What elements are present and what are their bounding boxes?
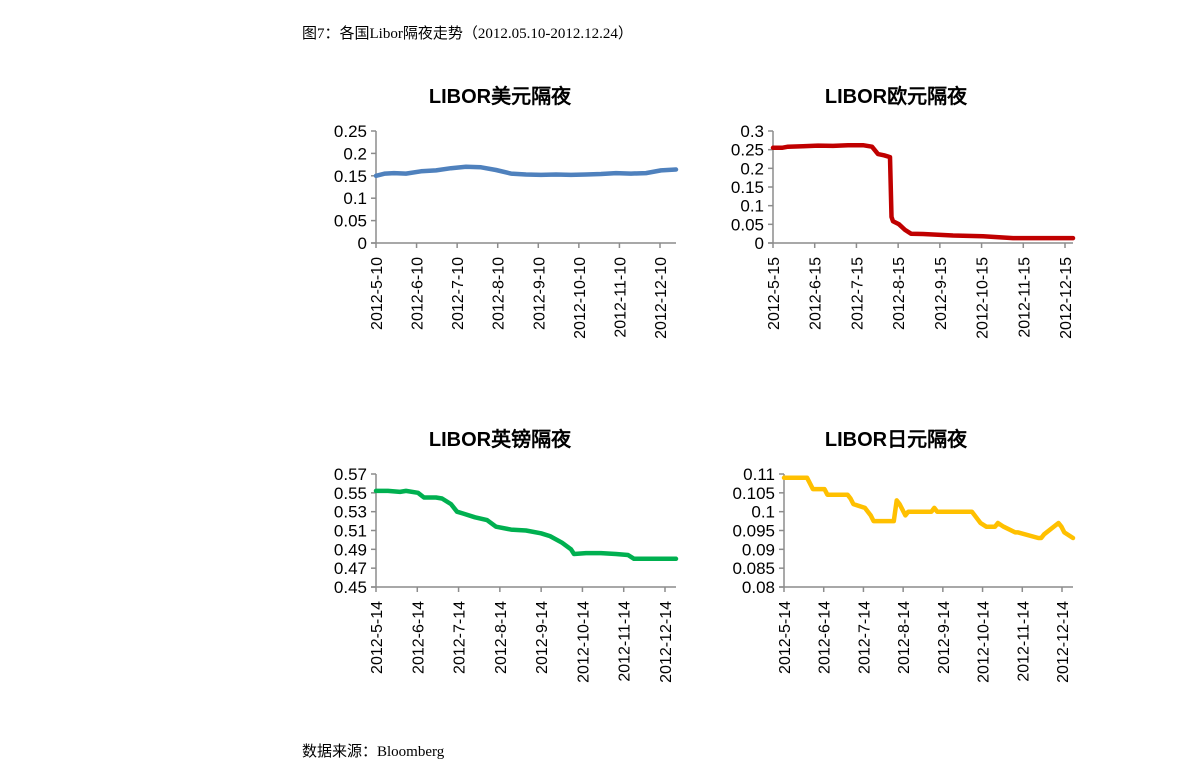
y-tick-label: 0.1 [740, 197, 764, 216]
figure-caption: 图7：各国Libor隔夜走势（2012.05.10-2012.12.24） [302, 26, 633, 42]
y-tick-label: 0 [755, 234, 764, 253]
x-tick-label: 2012-7-14 [452, 601, 469, 674]
x-tick-label: 2012-7-14 [856, 601, 873, 674]
x-tick-label: 2012-6-14 [817, 601, 834, 674]
x-tick-label: 2012-12-14 [658, 601, 675, 683]
chart-title: LIBOR日元隔夜 [824, 429, 968, 451]
x-tick-label: 2012-7-15 [849, 257, 866, 330]
x-tick-label: 2012-10-10 [572, 257, 589, 339]
x-tick-label: 2012-7-10 [450, 257, 467, 330]
y-tick-label: 0.11 [743, 465, 775, 484]
x-tick-label: 2012-11-14 [1015, 601, 1032, 682]
y-tick-label: 0.1 [751, 503, 775, 522]
data-line-gbp [373, 488, 679, 562]
data-line-eur [770, 142, 1076, 241]
y-tick-label: 0.25 [731, 141, 764, 160]
y-tick-label: 0.25 [334, 122, 367, 141]
x-tick-label: 2012-10-15 [975, 257, 992, 339]
x-tick-label: 2012-11-10 [612, 257, 629, 338]
y-tick-label: 0.1 [343, 189, 367, 208]
y-tick-label: 0.57 [334, 465, 367, 484]
y-tick-label: 0.55 [334, 484, 367, 503]
x-tick-label: 2012-5-10 [369, 257, 386, 330]
y-tick-label: 0.08 [742, 578, 775, 597]
data-line-jpy [781, 475, 1076, 541]
x-tick-label: 2012-12-10 [653, 257, 670, 339]
x-tick-label: 2012-9-10 [531, 257, 548, 330]
x-tick-label: 2012-8-10 [491, 257, 508, 330]
x-tick-label: 2012-6-10 [410, 257, 427, 330]
y-tick-label: 0.05 [334, 212, 367, 231]
x-tick-label: 2012-6-15 [808, 257, 825, 330]
y-tick-label: 0.05 [731, 215, 764, 234]
y-tick-label: 0.3 [740, 122, 764, 141]
x-tick-label: 2012-9-14 [534, 601, 551, 674]
chart-title: LIBOR美元隔夜 [428, 86, 572, 108]
x-tick-label: 2012-5-15 [766, 257, 783, 330]
y-tick-label: 0.2 [343, 144, 367, 163]
x-tick-label: 2012-6-14 [410, 601, 427, 674]
data-line-usd [373, 164, 679, 179]
x-tick-label: 2012-8-14 [493, 601, 510, 674]
chart-title: LIBOR欧元隔夜 [824, 86, 968, 108]
y-tick-label: 0 [358, 234, 367, 253]
x-tick-label: 2012-9-14 [936, 601, 953, 674]
x-tick-label: 2012-8-15 [891, 257, 908, 330]
x-tick-label: 2012-12-14 [1055, 601, 1072, 683]
y-tick-label: 0.095 [732, 522, 775, 541]
data-source-note: 数据来源：Bloomberg [302, 744, 445, 760]
y-tick-label: 0.47 [334, 559, 367, 578]
y-tick-label: 0.09 [742, 540, 775, 559]
chart-title: LIBOR英镑隔夜 [428, 429, 572, 451]
y-tick-label: 0.49 [334, 540, 367, 559]
y-tick-label: 0.15 [731, 178, 764, 197]
y-tick-label: 0.51 [334, 522, 367, 541]
y-tick-label: 0.105 [732, 484, 775, 503]
x-tick-label: 2012-12-15 [1058, 257, 1075, 339]
x-tick-label: 2012-11-15 [1016, 257, 1033, 338]
x-tick-label: 2012-11-14 [617, 601, 634, 682]
y-tick-label: 0.53 [334, 503, 367, 522]
y-tick-label: 0.15 [334, 167, 367, 186]
x-tick-label: 2012-5-14 [777, 601, 794, 674]
x-tick-label: 2012-9-15 [933, 257, 950, 330]
x-tick-label: 2012-10-14 [976, 601, 993, 683]
y-tick-label: 0.085 [732, 559, 775, 578]
x-tick-label: 2012-5-14 [369, 601, 386, 674]
x-tick-label: 2012-10-14 [575, 601, 592, 683]
x-tick-label: 2012-8-14 [896, 601, 913, 674]
y-tick-label: 0.45 [334, 578, 367, 597]
y-tick-label: 0.2 [740, 159, 764, 178]
